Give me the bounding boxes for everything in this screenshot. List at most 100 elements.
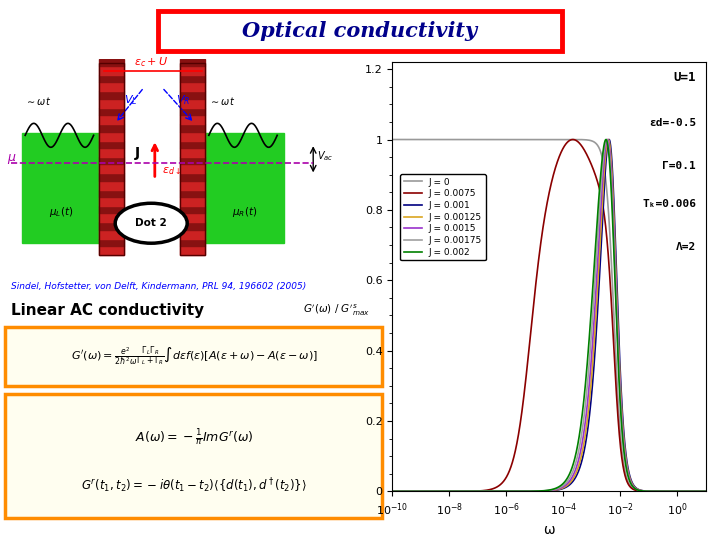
J = 0.0015	[662, 488, 670, 495]
J = 0.002	[602, 136, 611, 143]
J = 0.001	[701, 488, 710, 495]
Text: εd=-0.5: εd=-0.5	[649, 118, 696, 128]
Text: $\mu_L(t)$: $\mu_L(t)$	[49, 205, 73, 219]
J = 0.0015	[442, 488, 451, 495]
Bar	[99, 230, 125, 239]
Bar	[180, 181, 205, 190]
Text: $G'(\omega) = \frac{e^2}{2\hbar^2\omega}\frac{\Gamma_L\Gamma_R}{\Gamma_L+\Gamma_: $G'(\omega) = \frac{e^2}{2\hbar^2\omega}…	[71, 345, 318, 368]
Text: Γ=0.1: Γ=0.1	[662, 161, 696, 171]
Bar	[180, 213, 205, 222]
J = 0.002	[662, 488, 670, 495]
J = 0	[662, 488, 670, 495]
J = 0	[388, 136, 397, 143]
FancyBboxPatch shape	[5, 394, 382, 518]
J = 0	[701, 488, 710, 495]
J = 0.001	[522, 488, 531, 495]
Bar	[99, 63, 125, 255]
J = 0.0015	[388, 488, 397, 495]
J = 0.00175	[522, 488, 531, 495]
Bar	[22, 133, 101, 243]
Line: J = 0.00175: J = 0.00175	[392, 139, 706, 491]
J = 0.002	[522, 488, 531, 495]
Bar	[180, 206, 205, 213]
Text: $\mu$: $\mu$	[7, 152, 17, 166]
J = 0.00125	[604, 136, 613, 143]
Text: $G'(\omega)$ / $G'^s_{max}$: $G'(\omega)$ / $G'^s_{max}$	[303, 303, 370, 318]
J = 0.00125	[696, 488, 704, 495]
Text: Sindel, Hofstetter, von Delft, Kindermann, PRL 94, 196602 (2005): Sindel, Hofstetter, von Delft, Kinderman…	[11, 282, 306, 291]
Bar	[99, 91, 125, 99]
Text: Tₖ=0.006: Tₖ=0.006	[642, 199, 696, 210]
J = 0.00125	[442, 488, 451, 495]
J = 0.00175	[442, 488, 451, 495]
Legend: J = 0, J = 0.0075, J = 0.001, J = 0.00125, J = 0.0015, J = 0.00175, J = 0.002: J = 0, J = 0.0075, J = 0.001, J = 0.0012…	[400, 174, 486, 260]
Bar	[99, 246, 125, 255]
Bar	[180, 148, 205, 157]
Bar	[99, 66, 125, 75]
Bar	[180, 140, 205, 148]
Bar	[99, 206, 125, 213]
J = 0.00125	[701, 488, 710, 495]
J = 0.00125	[522, 488, 531, 495]
Text: J: J	[135, 146, 140, 160]
J = 0.0075	[701, 488, 710, 495]
Bar	[180, 115, 205, 124]
J = 0.0015	[696, 488, 704, 495]
J = 0.0075	[388, 488, 397, 495]
Line: J = 0.00125: J = 0.00125	[392, 139, 706, 491]
Bar	[99, 213, 125, 222]
J = 0.00125	[508, 488, 517, 495]
J = 0.0075	[522, 374, 531, 380]
Bar	[180, 222, 205, 230]
Text: $\varepsilon_{d\downarrow}$: $\varepsilon_{d\downarrow}$	[162, 166, 181, 177]
Bar	[99, 190, 125, 197]
J = 0.002	[696, 488, 704, 495]
Bar	[180, 108, 205, 115]
Line: J = 0.0015: J = 0.0015	[392, 139, 706, 491]
Bar	[180, 164, 205, 173]
J = 0.0015	[424, 488, 433, 495]
Line: J = 0.002: J = 0.002	[392, 139, 706, 491]
Text: $G^r(t_1,t_2) = -i\theta(t_1-t_2)\langle\{d(t_1),d^\dagger(t_2)\}\rangle$: $G^r(t_1,t_2) = -i\theta(t_1-t_2)\langle…	[81, 477, 307, 495]
Bar	[180, 190, 205, 197]
J = 0.00175	[662, 488, 670, 495]
Bar	[99, 164, 125, 173]
J = 0	[442, 136, 451, 143]
FancyBboxPatch shape	[158, 11, 562, 51]
J = 0.002	[424, 488, 433, 495]
Text: Dot 2: Dot 2	[135, 218, 167, 228]
Bar	[180, 99, 205, 108]
J = 0.00125	[662, 488, 670, 495]
Bar	[180, 230, 205, 239]
Bar	[99, 132, 125, 140]
Text: $\sim\omega t$: $\sim\omega t$	[25, 96, 51, 107]
Bar	[205, 133, 284, 243]
J = 0.0015	[522, 488, 531, 495]
Line: J = 0.001: J = 0.001	[392, 139, 706, 491]
J = 0	[508, 136, 517, 143]
J = 0.001	[605, 136, 613, 143]
Bar	[99, 148, 125, 157]
J = 0.00175	[508, 488, 517, 495]
J = 0.001	[508, 488, 517, 495]
Bar	[180, 59, 205, 66]
Text: Linear AC conductivity: Linear AC conductivity	[11, 303, 204, 318]
Bar	[99, 99, 125, 108]
J = 0.0075	[696, 488, 704, 495]
Text: $\mu_R(t)$: $\mu_R(t)$	[232, 205, 258, 219]
Text: $\sim\omega t$: $\sim\omega t$	[209, 96, 235, 107]
Text: $\varepsilon_c+U$: $\varepsilon_c+U$	[134, 56, 168, 69]
Text: $V_{ac}$: $V_{ac}$	[317, 149, 333, 163]
J = 0.0015	[508, 488, 517, 495]
J = 0.002	[701, 488, 710, 495]
Bar	[180, 63, 205, 255]
Bar	[99, 173, 125, 181]
J = 0.001	[424, 488, 433, 495]
Bar	[180, 75, 205, 83]
J = 0.001	[442, 488, 451, 495]
Text: Optical conductivity: Optical conductivity	[243, 21, 477, 41]
Bar	[180, 246, 205, 255]
J = 0.002	[442, 488, 451, 495]
Text: U=1: U=1	[674, 71, 696, 84]
Bar	[99, 197, 125, 206]
